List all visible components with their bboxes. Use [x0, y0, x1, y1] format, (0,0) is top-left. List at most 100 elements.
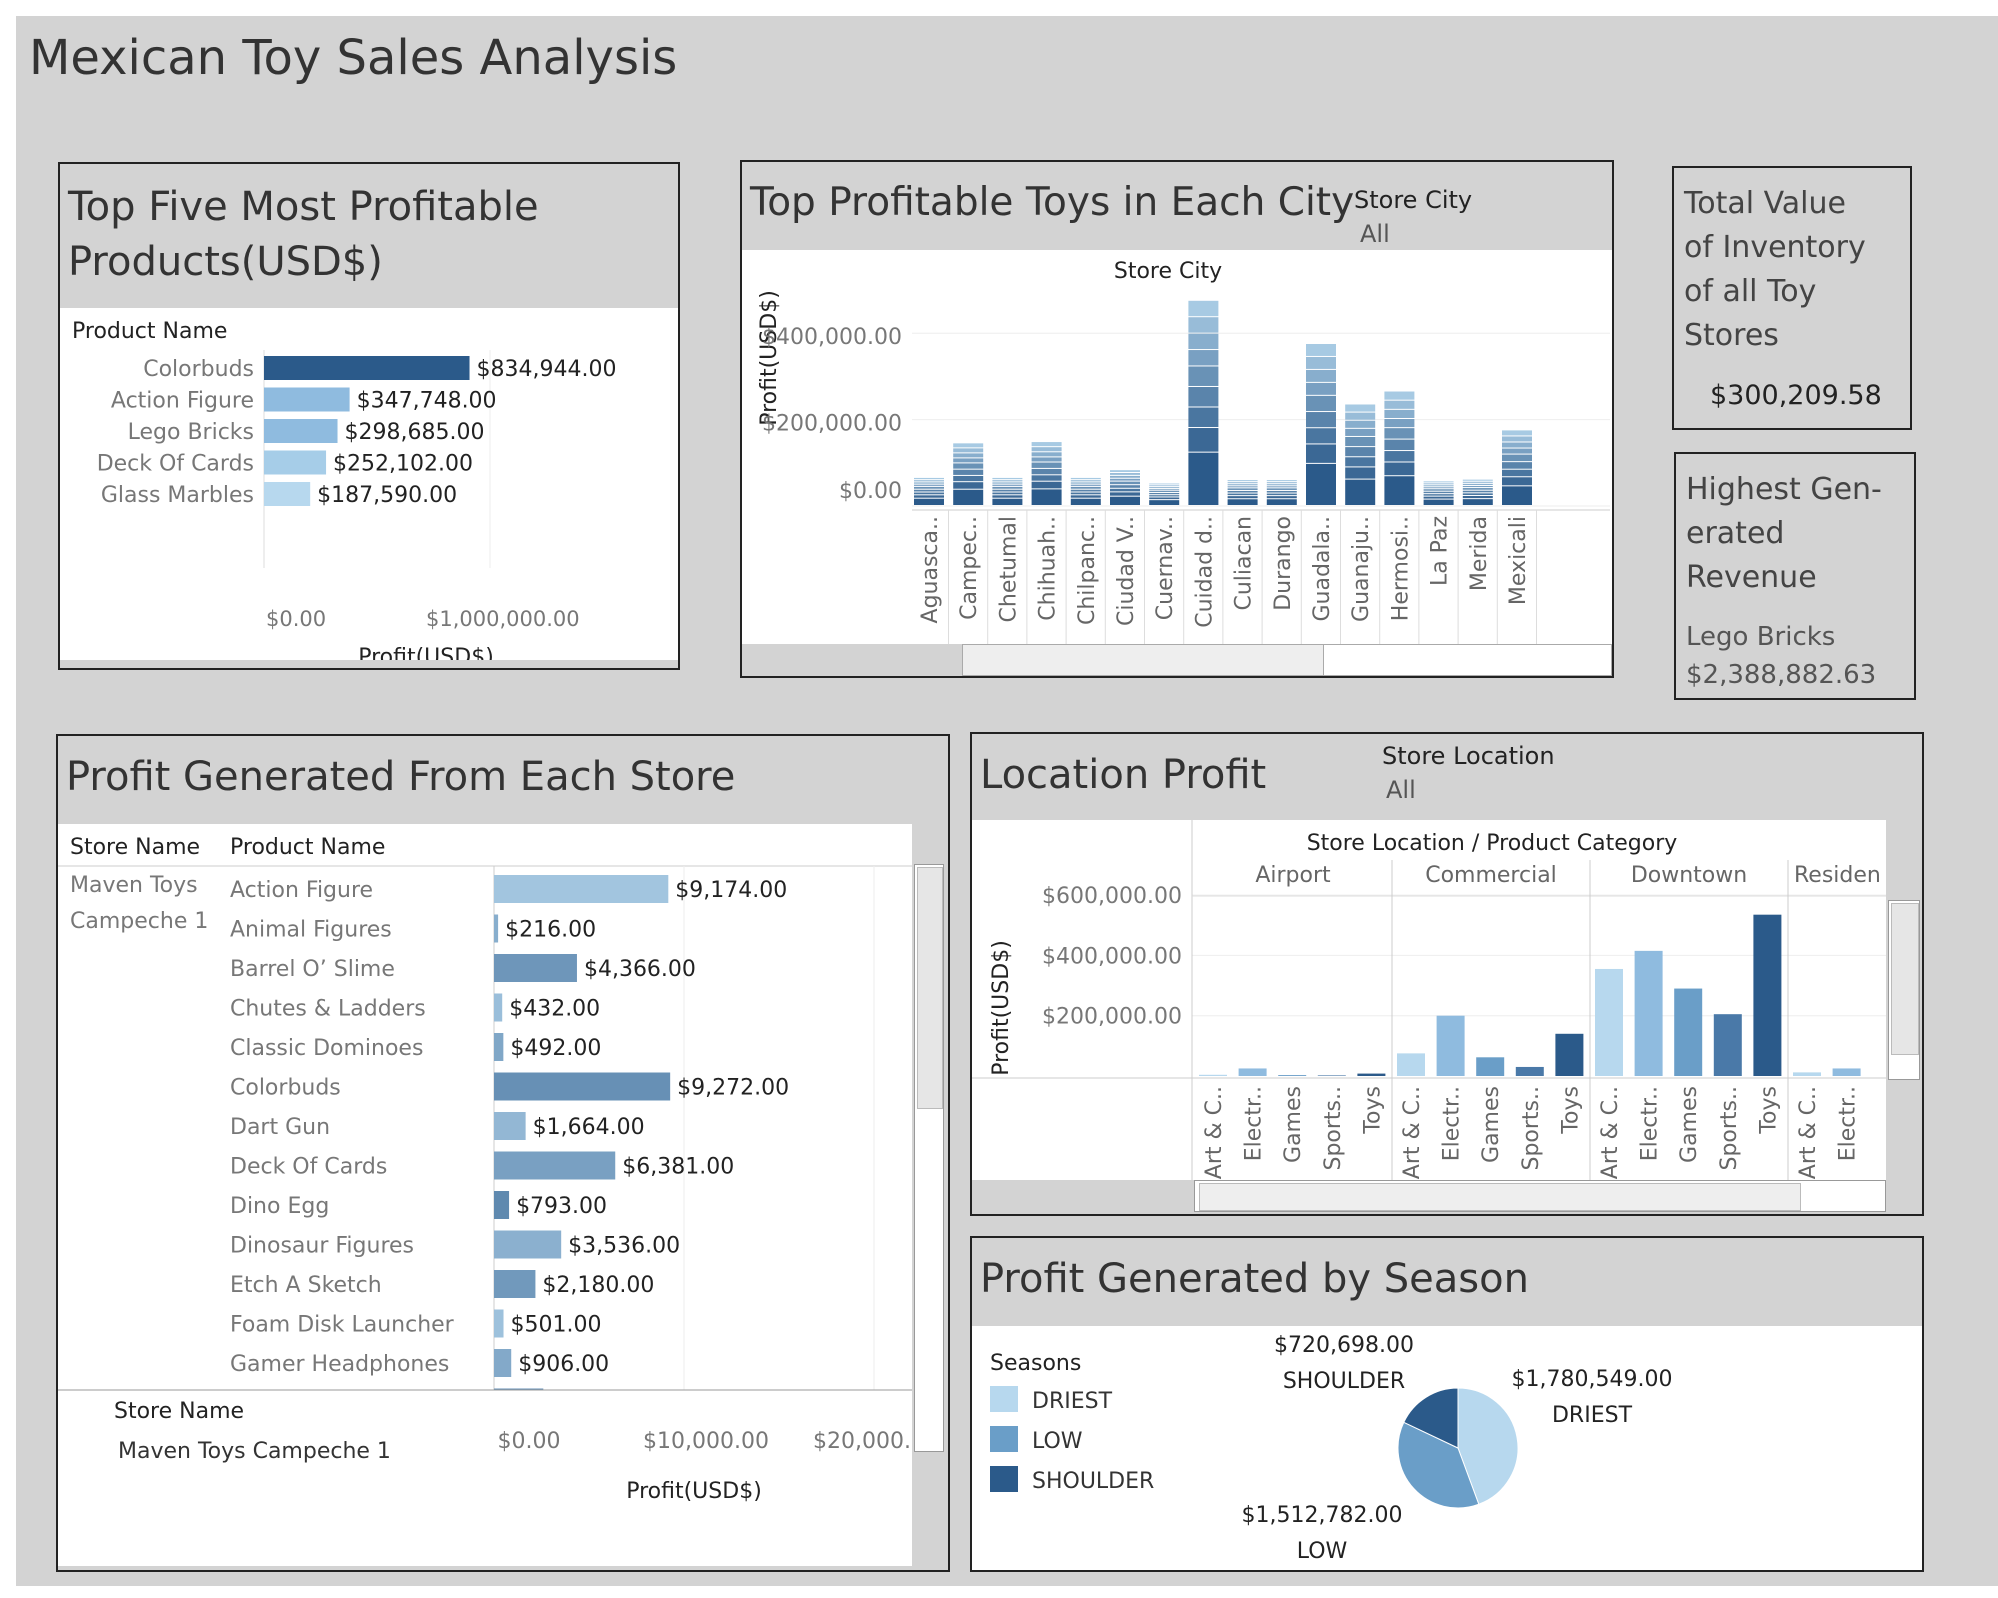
city-category-label: Chetumal: [996, 516, 1021, 622]
city-bar-segment: [1228, 488, 1258, 490]
city-bar-segment: [1071, 493, 1101, 495]
city-bar-segment: [1110, 470, 1140, 472]
location-bar: [1635, 951, 1663, 1076]
location-bar: [1833, 1068, 1861, 1076]
location-v-scrollbar[interactable]: [1888, 900, 1920, 1080]
city-bar-segment: [1267, 480, 1297, 481]
city-bar-segment: [953, 463, 983, 468]
city-column-header: Store City: [1114, 259, 1222, 284]
location-bar: [1278, 1075, 1306, 1076]
city-bar-segment: [1032, 469, 1062, 474]
store-bar: [494, 1191, 509, 1219]
city-bar-segment: [1424, 500, 1454, 505]
city-category-label: Aguasca..: [918, 516, 943, 623]
store-value-label: $4,366.00: [584, 957, 696, 982]
city-bar-segment: [1110, 476, 1140, 478]
top-products-bar: [264, 388, 350, 412]
city-bar-segment: [1071, 499, 1101, 505]
city-scrollbar-thumb[interactable]: [963, 645, 1324, 675]
city-bar-segment: [1384, 462, 1414, 475]
city-bar-segment: [1228, 482, 1258, 483]
city-bar-segment: [914, 482, 944, 483]
location-category-label: Games: [1281, 1086, 1306, 1163]
city-bar-segment: [1110, 473, 1140, 475]
location-bar: [1239, 1068, 1267, 1076]
city-bar-segment: [1424, 489, 1454, 490]
top-products-bar: [264, 451, 326, 475]
revenue-title-line: erated: [1686, 512, 1882, 556]
city-bar-segment: [1149, 495, 1179, 496]
city-bar-segment: [1267, 494, 1297, 496]
location-title: Location Profit: [980, 748, 1266, 803]
top-products-bar: [264, 419, 338, 443]
city-bar-segment: [1463, 496, 1493, 498]
store-bar: [494, 1112, 526, 1140]
city-bar-segment: [914, 478, 944, 479]
city-bar-segment: [992, 485, 1022, 486]
inventory-title-line: Stores: [1684, 314, 1866, 358]
city-category-label: Ciudad V..: [1114, 516, 1139, 626]
city-title: Top Profitable Toys in Each City: [750, 176, 1354, 230]
store-category-label: Etch A Sketch: [230, 1273, 382, 1298]
city-category-label: Cuidad d..: [1192, 516, 1217, 628]
city-bar-segment: [953, 490, 983, 505]
city-bar-segment: [953, 443, 983, 447]
location-h-scrollbar[interactable]: [1194, 1180, 1886, 1212]
top-products-bar: [264, 356, 470, 380]
store-category-label: Deck Of Cards: [230, 1155, 387, 1180]
city-bar-segment: [1071, 495, 1101, 497]
location-category-label: Games: [1677, 1086, 1702, 1163]
city-bar-segment: [1424, 492, 1454, 493]
city-bar-segment: [1149, 491, 1179, 492]
city-bar-segment: [1384, 440, 1414, 450]
location-h-scrollbar-thumb[interactable]: [1199, 1183, 1801, 1211]
location-v-scrollbar-thumb[interactable]: [1891, 903, 1919, 1055]
city-bar-segment: [1345, 437, 1375, 446]
city-bar-segment: [992, 478, 1022, 479]
location-filter-value[interactable]: All: [1386, 776, 1416, 804]
city-bar-segment: [1188, 428, 1218, 452]
city-bar-segment: [1463, 491, 1493, 493]
top-products-category-label: Glass Marbles: [101, 483, 254, 508]
season-name-label: DRIEST: [1552, 1403, 1633, 1428]
city-scrollbar[interactable]: [962, 644, 1612, 676]
top-products-xtick: $1,000,000.00: [426, 607, 580, 631]
city-bar-segment: [1463, 482, 1493, 483]
city-filter-value[interactable]: All: [1360, 220, 1390, 248]
store-xtick: $0.00: [498, 1429, 561, 1454]
city-bar-segment: [1502, 477, 1532, 485]
store-value-label: $432.00: [509, 997, 600, 1022]
store-category-label: Gamer Headphones: [230, 1352, 449, 1377]
location-bar: [1674, 989, 1702, 1076]
store-category-label: Dinosaur Figures: [230, 1234, 414, 1259]
store-bar: [494, 1033, 503, 1061]
season-legend-label: DRIEST: [1032, 1389, 1113, 1414]
season-name-label: SHOULDER: [1283, 1369, 1405, 1394]
city-category-label: Campec..: [957, 516, 982, 620]
city-bar-segment: [1149, 497, 1179, 499]
city-bar-segment: [1502, 442, 1532, 447]
city-bar-segment: [1071, 478, 1101, 479]
season-chart: SeasonsDRIESTLOWSHOULDER$1,780,549.00DRI…: [972, 1326, 1922, 1570]
city-bar-segment: [1071, 482, 1101, 483]
city-bar-segment: [1188, 453, 1218, 505]
store-scrollbar-thumb[interactable]: [917, 867, 943, 1109]
city-bar-segment: [953, 476, 983, 481]
store-scrollbar[interactable]: [914, 864, 944, 1452]
location-filter-label: Store Location: [1382, 742, 1555, 770]
top-products-category-label: Lego Bricks: [128, 420, 254, 445]
top-products-xlabel: Profit(USD$): [358, 645, 494, 660]
city-category-label: Mexicali: [1506, 516, 1531, 605]
store-category-label: Chutes & Ladders: [230, 997, 426, 1022]
city-bar-segment: [1110, 497, 1140, 505]
city-bar-segment: [1306, 444, 1336, 462]
store-bar: [494, 915, 498, 943]
city-bar-segment: [1267, 482, 1297, 483]
city-bar-segment: [1424, 485, 1454, 486]
city-bar-segment: [1032, 489, 1062, 505]
season-legend-swatch: [990, 1466, 1018, 1492]
store-chart: Store Name Product NameMaven ToysCampeche…: [58, 824, 912, 1566]
city-bar-segment: [1306, 396, 1336, 411]
city-bar-segment: [1384, 401, 1414, 409]
city-category-label: Guanaju..: [1349, 516, 1374, 622]
